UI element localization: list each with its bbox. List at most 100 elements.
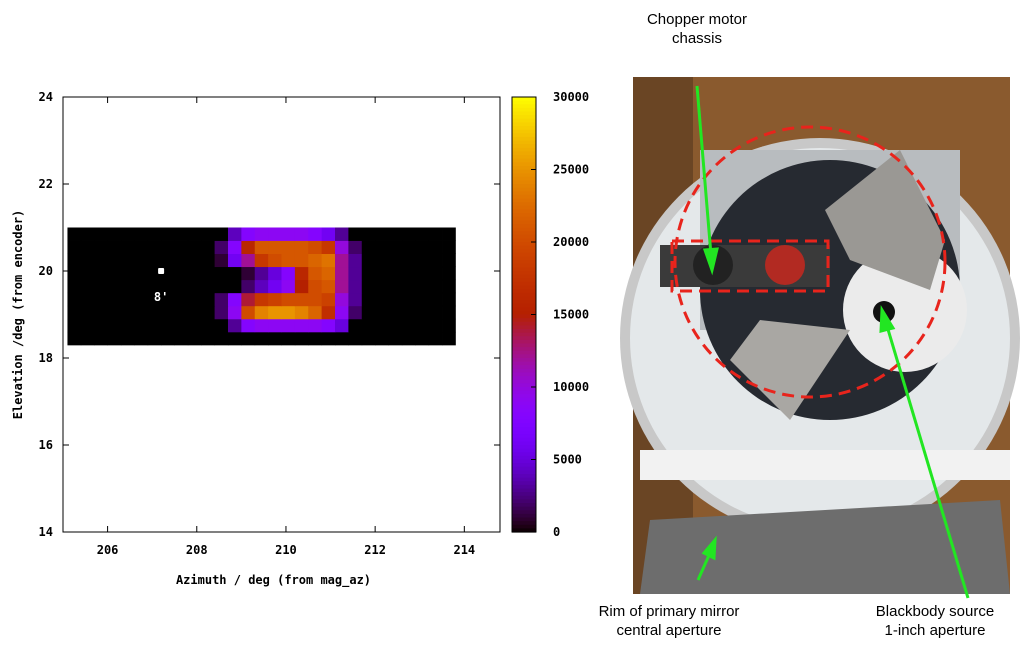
annotation: central aperture [616, 622, 721, 639]
colorbar-segment [512, 155, 536, 160]
heatmap-cell [174, 227, 189, 241]
heatmap-cell [308, 240, 323, 254]
colorbar-segment [512, 151, 536, 156]
heatmap-cell [321, 279, 336, 294]
x-tick-label: 212 [364, 543, 386, 557]
y-tick-label: 18 [39, 351, 53, 365]
colorbar-segment [512, 430, 536, 435]
heatmap-cell [375, 253, 389, 268]
heatmap-cell [201, 227, 216, 241]
heatmap-cell [388, 305, 403, 320]
heatmap-chart: 8' 206 208 210 212 214 14 16 18 20 22 24 Azimuth / d… [11, 90, 589, 588]
heatmap-cell [120, 318, 135, 333]
heatmap-cell [174, 305, 189, 320]
colorbar-segment [512, 260, 536, 265]
heatmap-cell [187, 266, 202, 281]
heatmap-cell [147, 266, 162, 281]
heatmap-cell [294, 253, 309, 268]
colorbar-segment [512, 300, 536, 305]
heatmap-cell [241, 305, 256, 320]
colorbar-segment [512, 296, 536, 301]
heatmap-cell [335, 305, 349, 320]
arrow [696, 552, 712, 581]
heatmap-cell [308, 292, 323, 307]
heatmap-cell [361, 253, 376, 268]
heatmap-cell [375, 318, 389, 333]
heatmap-cell [241, 240, 256, 254]
heatmap-cell [268, 331, 282, 346]
heatmap-cell [120, 305, 135, 320]
heatmap-cell [201, 318, 216, 333]
colorbar-segment [512, 492, 536, 497]
heatmap-cell [428, 331, 443, 346]
blackbody-plate [843, 248, 967, 372]
heatmap-cell [147, 305, 162, 320]
colorbar-segment [512, 419, 536, 424]
y-tick-label: 24 [39, 90, 53, 104]
heatmap-cell [401, 292, 416, 307]
arrow-head [701, 535, 717, 561]
heatmap-cell [134, 292, 149, 307]
heatmap-cell [147, 292, 162, 307]
colorbar-segment [512, 176, 536, 181]
colorbar-segment [512, 441, 536, 446]
heatmap-cell [120, 253, 135, 268]
colorbar-segment [512, 336, 536, 341]
heatmap-cell [120, 240, 135, 254]
heatmap-cell [388, 292, 403, 307]
colorbar-segment [512, 506, 536, 511]
heatmap-cell [174, 292, 189, 307]
heatmap-cell [348, 279, 363, 294]
heatmap-cell [308, 253, 323, 268]
heatmap-cell [107, 279, 122, 294]
heatmap-cell [67, 253, 82, 268]
heatmap-cell [321, 292, 336, 307]
heatmap-cell [94, 227, 108, 241]
colorbar-segment [512, 474, 536, 479]
heatmap-cell [227, 253, 242, 268]
colorbar-segment [512, 310, 536, 316]
colorbar-tick-label: 25000 [553, 163, 589, 177]
colorbar-segment [512, 122, 536, 127]
heatmap-cell [401, 331, 416, 346]
heatmap-cell [281, 227, 296, 241]
heatmap-cell [94, 240, 108, 254]
heatmap-cell [308, 318, 323, 333]
colorbar-segment [512, 104, 536, 109]
heatmap-cell [361, 318, 376, 333]
heatmap-cell [67, 331, 82, 346]
marker [158, 268, 165, 274]
heatmap-cell [227, 331, 242, 346]
heatmap-cell [348, 240, 363, 254]
motor-pulley [765, 245, 805, 285]
heatmap-cell [94, 266, 108, 281]
colorbar-segment [512, 118, 536, 123]
heatmap-cell [214, 305, 229, 320]
heatmap-cell [214, 292, 229, 307]
heatmap-cell [375, 305, 389, 320]
colorbar-segment [512, 408, 536, 413]
heatmap-cell [321, 253, 336, 268]
colorbar-segment [512, 100, 536, 105]
colorbar-segment [512, 136, 536, 142]
heatmap-cell [94, 318, 108, 333]
colorbar-segment [512, 412, 536, 417]
heatmap-cell [254, 240, 269, 254]
heatmap-cell [214, 279, 229, 294]
y-tick-label: 22 [39, 177, 53, 191]
heatmap-cell [294, 292, 309, 307]
heatmap-cell [227, 318, 242, 333]
heatmap-cell [442, 253, 456, 268]
heatmap-cell [388, 240, 403, 254]
heatmap-cell [415, 240, 430, 254]
colorbar-segment [512, 205, 536, 210]
heatmap-cell [428, 292, 443, 307]
heatmap-cell [254, 279, 269, 294]
heatmap-cell [254, 253, 269, 268]
marker-label: 8' [154, 290, 168, 304]
colorbar-segment [512, 97, 536, 102]
heatmap-cell [294, 266, 309, 281]
colorbar-segment [512, 332, 536, 337]
heatmap-cell [321, 266, 336, 281]
colorbar-tick-label: 30000 [553, 90, 589, 104]
